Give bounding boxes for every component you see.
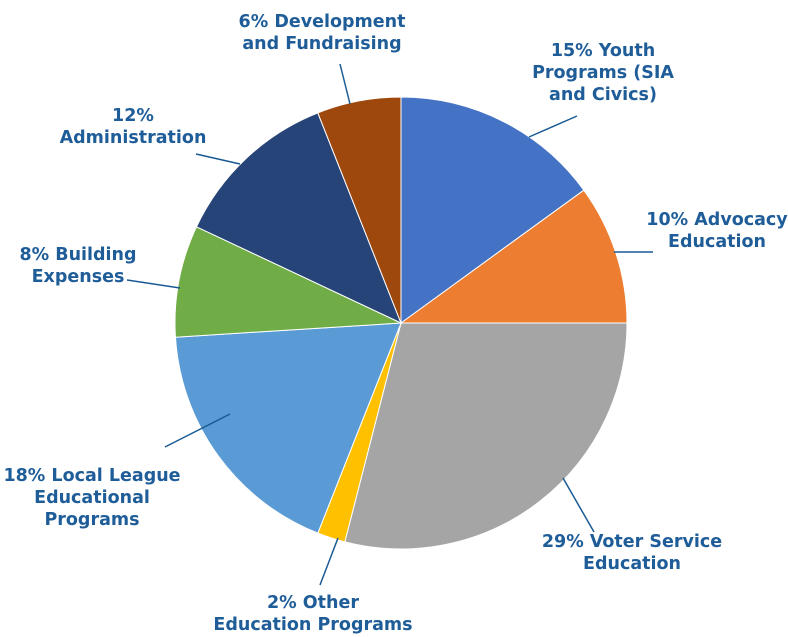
slice-label-line: Administration [60, 128, 207, 148]
slice-label-line: Education [583, 554, 681, 574]
labels-layer: 15% Youth Programs (SIA and Civics) 10% Adv… [3, 12, 788, 635]
pie-slice-3 [344, 322, 628, 550]
leader-line-6 [126, 279, 181, 289]
pie-slice-7 [195, 112, 402, 324]
slice-label-line: 12% [112, 106, 154, 126]
slice-label-3: 29% Voter Service Education [542, 532, 722, 574]
slice-label-4: 2% Other Education Programs [213, 593, 412, 635]
slice-label-line: Expenses [32, 267, 125, 287]
pie-slice-6 [174, 226, 402, 338]
slice-label-7: 12% Administration [60, 106, 207, 148]
leader-line-8 [339, 63, 351, 105]
leader-line-1 [528, 115, 578, 138]
leader-line-5 [164, 413, 231, 448]
slice-label-2: 10% Advocacy Education [646, 210, 788, 252]
slice-label-line: Education [668, 232, 766, 252]
slice-label-line: 15% Youth [551, 41, 655, 61]
slice-label-line: Education Programs [213, 615, 412, 635]
pie-slice-2 [399, 189, 628, 324]
slice-label-line: 29% Voter Service [542, 532, 722, 552]
slice-label-line: 2% Other [267, 593, 359, 613]
pie-slice-8 [317, 96, 402, 324]
slice-label-line: Programs [44, 510, 139, 530]
slice-label-line: Programs (SIA [532, 63, 674, 83]
leader-line-4 [319, 537, 339, 586]
slice-label-line: 6% Development [239, 12, 406, 32]
slice-label-8: 6% Development and Fundraising [239, 12, 406, 54]
slice-label-line: 10% Advocacy [646, 210, 788, 230]
slice-label-1: 15% Youth Programs (SIA and Civics) [532, 41, 674, 105]
pie-slice-5 [174, 322, 402, 534]
slice-label-5: 18% Local League Educational Programs [3, 466, 180, 530]
slice-label-line: 8% Building [19, 245, 136, 265]
slices-layer [174, 96, 628, 550]
pie-slice-1 [400, 96, 585, 324]
slice-label-6: 8% Building Expenses [19, 245, 136, 287]
leader-lines-layer [126, 63, 653, 586]
slice-label-line: and Civics) [549, 85, 657, 105]
slice-label-line: 18% Local League [3, 466, 180, 486]
leader-line-3 [562, 477, 595, 533]
slice-label-line: Educational [34, 488, 150, 508]
leader-line-7 [195, 153, 241, 165]
slice-label-line: and Fundraising [242, 34, 401, 54]
